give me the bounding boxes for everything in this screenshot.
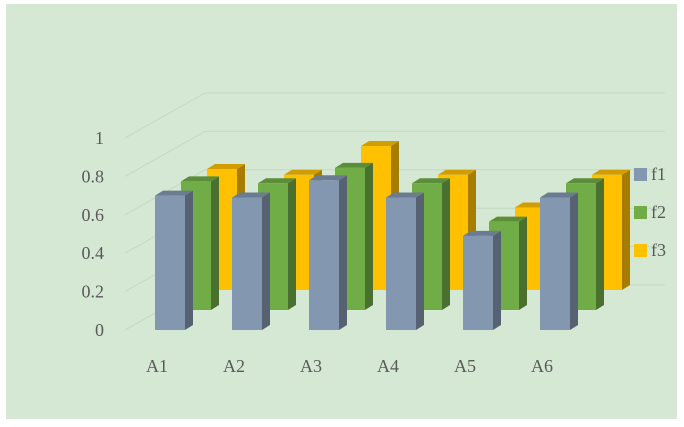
bar-top — [232, 192, 270, 198]
x-tick-label: A2 — [223, 356, 245, 376]
bar-side — [622, 169, 630, 290]
legend-label: f3 — [651, 240, 666, 260]
bar-top — [207, 164, 245, 170]
bar-f1-A1 — [155, 190, 193, 330]
x-tick-label: A4 — [377, 356, 399, 376]
gridline — [124, 169, 665, 216]
bar-top — [386, 192, 424, 198]
bar-side — [288, 178, 296, 310]
legend-swatch — [634, 168, 647, 181]
bar-side — [570, 192, 578, 330]
bar-front — [309, 180, 339, 330]
bars — [155, 141, 630, 330]
x-tick-label: A5 — [454, 356, 476, 376]
bar-f1-A3 — [309, 175, 347, 330]
bar-front — [540, 197, 570, 330]
bar-f1-A4 — [386, 192, 424, 330]
x-axis-tick-labels: A1 A2 A3 A4 A5 A6 — [146, 356, 553, 376]
bar-top — [155, 190, 193, 196]
bar-top — [284, 169, 322, 175]
y-tick-label: 0.4 — [82, 243, 105, 263]
bar-top — [540, 192, 578, 198]
bar-front — [386, 197, 416, 330]
legend-label: f2 — [651, 202, 666, 222]
bar-f1-A5 — [463, 230, 501, 330]
bar-top — [309, 175, 347, 181]
y-tick-label: 0 — [95, 320, 104, 340]
bar-side — [211, 176, 219, 310]
legend-swatch — [634, 244, 647, 257]
bar-top — [566, 178, 604, 184]
bar-top — [181, 176, 219, 182]
bar-front — [463, 235, 493, 330]
bar-top — [463, 230, 501, 236]
x-tick-label: A1 — [146, 356, 168, 376]
bar-f1-A6 — [540, 192, 578, 330]
gridline — [124, 130, 665, 177]
bar-front — [155, 195, 185, 330]
y-axis-tick-labels: 0 0.2 0.4 0.6 0.8 1 — [82, 128, 105, 340]
bar-side — [262, 192, 270, 330]
bar-side — [416, 192, 424, 330]
bar-side — [519, 216, 527, 310]
y-tick-label: 0.8 — [82, 166, 105, 186]
y-tick-label: 1 — [95, 128, 104, 148]
bar-top — [335, 162, 373, 168]
legend-item-f1: f1 — [634, 164, 666, 184]
bar-side — [596, 178, 604, 310]
bar-f1-A2 — [232, 192, 270, 330]
bar-top — [438, 169, 476, 175]
bar-top — [258, 178, 296, 184]
legend: f1 f2 f3 — [634, 164, 666, 260]
bar-top — [412, 178, 450, 184]
bar-side — [493, 230, 501, 330]
gridline — [124, 92, 665, 139]
x-tick-label: A6 — [531, 356, 553, 376]
bar-top — [361, 141, 399, 146]
bar-front — [232, 197, 262, 330]
bar-top — [489, 216, 527, 222]
bar-side — [339, 175, 347, 330]
bar-side — [185, 190, 193, 330]
legend-item-f2: f2 — [634, 202, 666, 222]
y-tick-label: 0.6 — [82, 205, 105, 225]
bar-side — [442, 178, 450, 310]
bar-top — [592, 169, 630, 175]
x-tick-label: A3 — [300, 356, 322, 376]
legend-label: f1 — [651, 164, 666, 184]
y-tick-label: 0.2 — [82, 282, 105, 302]
legend-item-f3: f3 — [634, 240, 666, 260]
bar-side — [365, 162, 373, 310]
legend-swatch — [634, 206, 647, 219]
